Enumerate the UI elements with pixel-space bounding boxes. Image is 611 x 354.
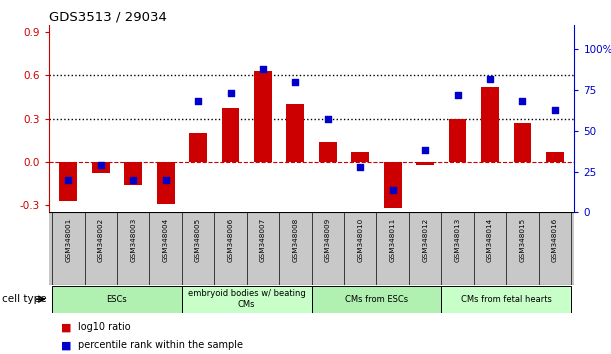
- Point: [290, 79, 300, 85]
- Point: [193, 99, 203, 104]
- Text: GDS3513 / 29034: GDS3513 / 29034: [49, 11, 167, 24]
- Text: GSM348012: GSM348012: [422, 218, 428, 262]
- Bar: [157, 162, 175, 204]
- Text: GSM348014: GSM348014: [487, 218, 493, 262]
- Bar: [448, 119, 466, 162]
- Text: GSM348015: GSM348015: [519, 218, 525, 262]
- Point: [550, 107, 560, 113]
- Point: [225, 91, 235, 96]
- Bar: [59, 162, 77, 201]
- Point: [258, 66, 268, 72]
- Text: log10 ratio: log10 ratio: [78, 322, 130, 332]
- Point: [420, 148, 430, 153]
- Text: ■: ■: [61, 340, 71, 350]
- Point: [161, 177, 170, 183]
- Text: GSM348013: GSM348013: [455, 218, 461, 262]
- Text: GSM348004: GSM348004: [163, 218, 169, 262]
- Text: GSM348016: GSM348016: [552, 218, 558, 262]
- Text: GSM348002: GSM348002: [98, 218, 104, 262]
- Text: GSM348003: GSM348003: [130, 218, 136, 262]
- Text: cell type: cell type: [2, 294, 47, 304]
- Point: [128, 177, 138, 183]
- Point: [64, 177, 73, 183]
- Bar: [124, 162, 142, 185]
- Bar: [319, 142, 337, 162]
- Point: [96, 162, 106, 168]
- FancyBboxPatch shape: [441, 286, 571, 313]
- Text: ■: ■: [61, 322, 71, 332]
- Point: [453, 92, 463, 98]
- Bar: [513, 123, 532, 162]
- Text: GSM348001: GSM348001: [65, 218, 71, 262]
- Bar: [416, 162, 434, 165]
- FancyBboxPatch shape: [182, 286, 312, 313]
- FancyBboxPatch shape: [312, 286, 441, 313]
- Text: GSM348011: GSM348011: [390, 218, 396, 262]
- Bar: [481, 87, 499, 162]
- Text: GSM348007: GSM348007: [260, 218, 266, 262]
- Bar: [384, 162, 401, 208]
- Bar: [92, 162, 110, 173]
- Text: GSM348006: GSM348006: [227, 218, 233, 262]
- Bar: [254, 71, 272, 162]
- Text: ESCs: ESCs: [107, 295, 127, 304]
- Text: GSM348010: GSM348010: [357, 218, 364, 262]
- Point: [356, 164, 365, 170]
- Text: CMs from ESCs: CMs from ESCs: [345, 295, 408, 304]
- Bar: [189, 133, 207, 162]
- Point: [388, 187, 398, 192]
- FancyBboxPatch shape: [52, 286, 182, 313]
- Bar: [546, 152, 564, 162]
- Point: [518, 99, 527, 104]
- Text: embryoid bodies w/ beating
CMs: embryoid bodies w/ beating CMs: [188, 290, 306, 309]
- Point: [485, 76, 495, 81]
- Text: CMs from fetal hearts: CMs from fetal hearts: [461, 295, 552, 304]
- Text: GSM348008: GSM348008: [293, 218, 298, 262]
- Point: [323, 116, 333, 122]
- Bar: [287, 104, 304, 162]
- Bar: [222, 108, 240, 162]
- Text: GSM348005: GSM348005: [195, 218, 201, 262]
- Text: percentile rank within the sample: percentile rank within the sample: [78, 340, 243, 350]
- Text: GSM348009: GSM348009: [325, 218, 331, 262]
- Bar: [351, 152, 369, 162]
